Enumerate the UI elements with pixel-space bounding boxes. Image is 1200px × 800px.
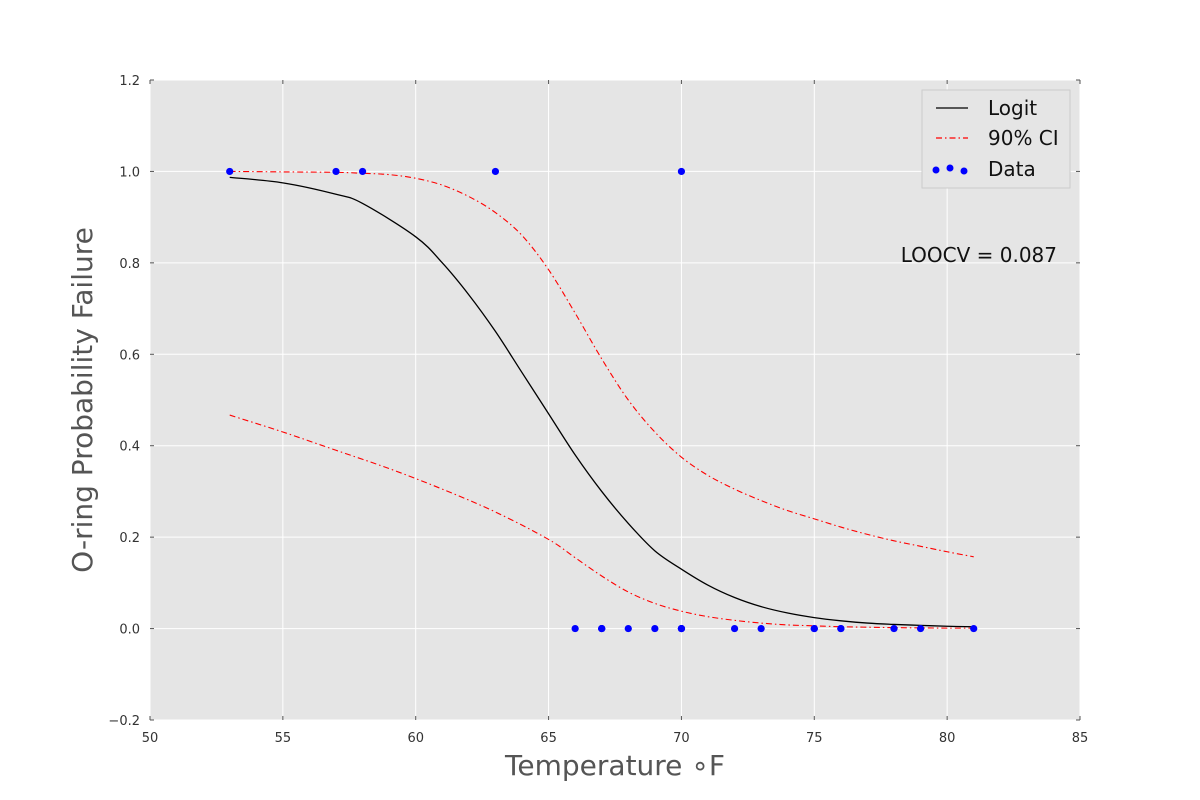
loocv-annotation: LOOCV = 0.087 <box>901 243 1057 267</box>
y-tick-label: 0.2 <box>119 531 140 546</box>
data-point <box>730 624 739 633</box>
data-point <box>677 167 686 176</box>
data-point <box>677 624 686 633</box>
y-tick-label: −0.2 <box>108 714 140 729</box>
x-tick-label: 50 <box>142 731 159 746</box>
data-point <box>571 624 579 633</box>
data-point <box>916 624 925 633</box>
data-point <box>624 624 632 633</box>
x-tick-label: 75 <box>806 731 823 746</box>
y-tick-label: 0.4 <box>119 440 140 455</box>
data-point <box>651 624 659 633</box>
data-point <box>226 167 234 176</box>
y-tick-label: 1.0 <box>119 165 140 180</box>
x-tick-label: 80 <box>939 731 956 746</box>
legend-label-data: Data <box>988 157 1036 181</box>
y-tick-label: 1.2 <box>119 74 140 89</box>
series-lines <box>229 170 974 629</box>
ticks <box>149 79 1081 721</box>
y-tick-label: 0.8 <box>119 257 140 272</box>
legend-label-ci: 90% CI <box>988 126 1059 150</box>
data-point <box>837 624 845 633</box>
y-axis-title: O-ring Probability Failure <box>66 227 99 573</box>
x-tick-label: 55 <box>275 731 292 746</box>
y-tick-label: 0.6 <box>119 348 140 363</box>
legend-box <box>921 89 1071 189</box>
data-point <box>598 624 606 633</box>
data-point <box>810 624 818 633</box>
grid <box>149 79 1081 721</box>
x-axis-title: Temperature ∘F <box>504 749 725 782</box>
x-tick-label: 60 <box>407 731 424 746</box>
y-tick-label: 0.0 <box>119 623 140 638</box>
data-point <box>358 167 367 176</box>
data-point <box>332 167 340 176</box>
data-point <box>491 167 500 176</box>
data-point <box>970 624 978 633</box>
series-line-0 <box>229 176 974 628</box>
legend: Logit 90% CI Data <box>921 89 1071 189</box>
legend-marker-data-2 <box>946 164 954 172</box>
data-point <box>757 624 765 633</box>
x-tick-label: 65 <box>540 731 557 746</box>
x-tick-label: 85 <box>1072 731 1089 746</box>
series-line-1 <box>229 170 974 558</box>
x-tick-label: 70 <box>673 731 690 746</box>
tick-labels: 50 55 60 65 70 75 80 85 −0.2 0.0 0.2 0.4 0.6 0.8 1.0 1.… <box>108 74 1088 746</box>
legend-marker-data-1 <box>932 166 940 174</box>
data-points <box>226 167 978 633</box>
series-line-2 <box>229 414 974 629</box>
legend-marker-data-3 <box>960 167 968 175</box>
data-point <box>890 624 898 633</box>
legend-label-logit: Logit <box>988 96 1037 120</box>
